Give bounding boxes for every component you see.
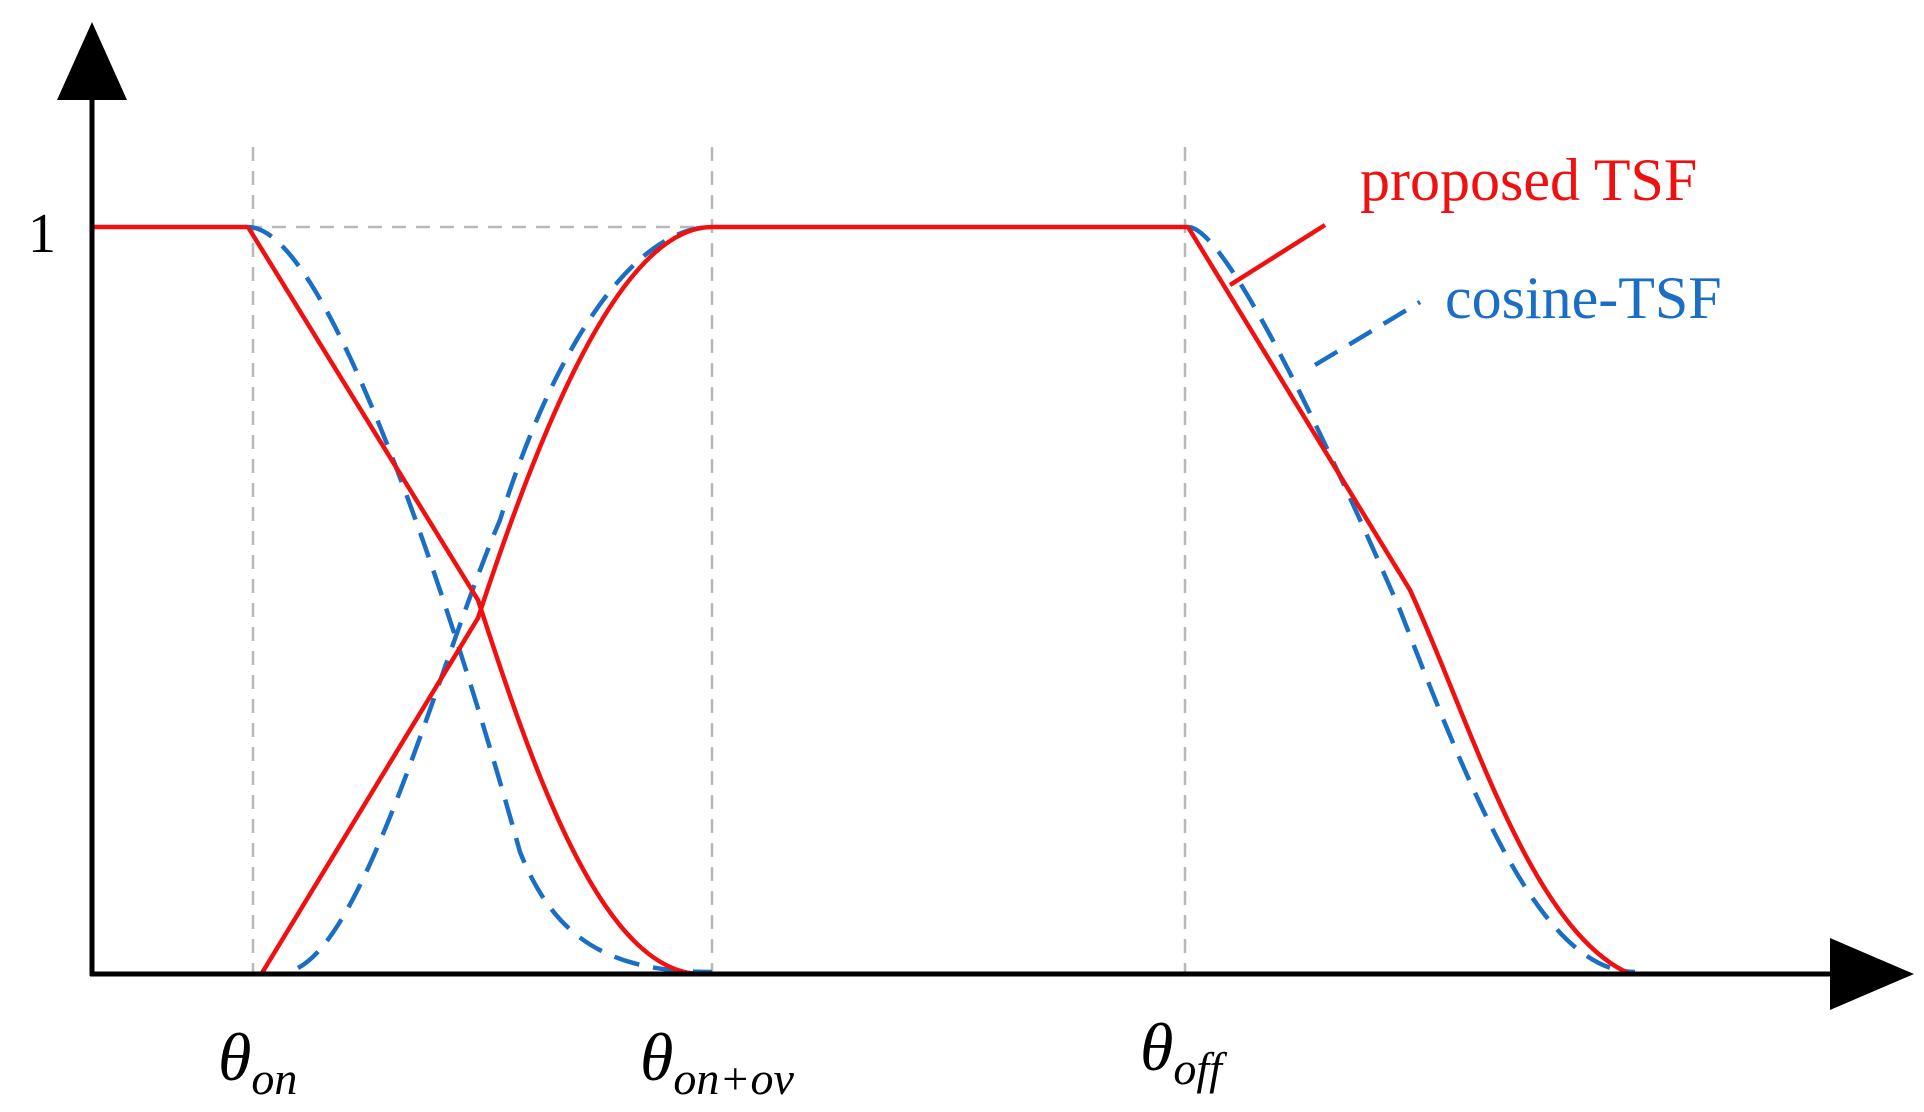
theta-off-symbol: θ [1140, 1009, 1173, 1085]
theta-on-symbol: θ [218, 1019, 251, 1095]
proposed-legend-label: proposed TSF [1360, 147, 1697, 213]
axes [89, 75, 1838, 977]
theta-off-subscript: off [1173, 1043, 1228, 1094]
x-label-theta-on: θon [218, 1019, 297, 1104]
cosine-legend-label: cosine-TSF [1445, 265, 1722, 331]
proposed-falling-curve-off [1186, 225, 1631, 977]
proposed-legend-pointer [1228, 223, 1327, 287]
guide-lines [248, 147, 1187, 972]
cosine-rising-curve [296, 224, 713, 970]
proposed-tsf-curves [92, 224, 1631, 977]
proposed-rising-curve [260, 224, 713, 975]
cosine-legend-pointer [1313, 300, 1422, 367]
y-tick-label-one: 1 [28, 203, 56, 265]
theta-on-ov-symbol: θ [640, 1019, 673, 1095]
theta-on-ov-subscript: on+ov [673, 1053, 794, 1104]
x-label-theta-on-ov: θon+ov [640, 1019, 794, 1104]
cosine-falling-curve [247, 224, 713, 975]
y-axis-arrowhead [57, 22, 127, 100]
cosine-falling-curve-off [1187, 224, 1636, 975]
cosine-tsf-curves [247, 224, 1636, 977]
x-label-theta-off: θoff [1140, 1009, 1228, 1094]
x-axis-arrowhead [1830, 938, 1914, 1010]
theta-on-subscript: on [251, 1053, 297, 1104]
proposed-falling-curve [246, 225, 705, 977]
